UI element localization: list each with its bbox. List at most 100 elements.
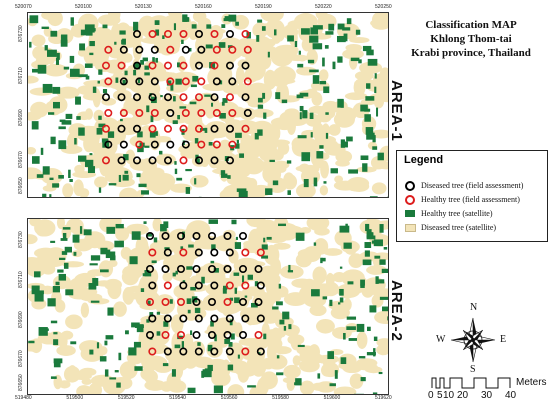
healthy-tree-satellite-patch [69,179,73,182]
diseased-tree-satellite-patch [366,265,387,275]
diseased-tree-satellite-patch [277,141,290,155]
healthy-tree-satellite-patch [373,336,378,341]
healthy-tree-satellite-patch [200,128,207,131]
healthy-tree-satellite-patch [347,281,354,285]
healthy-tree-satellite-patch [189,101,197,105]
healthy-tree-satellite-patch [207,364,213,372]
diseased-tree-satellite-patch [342,48,364,60]
diseased-tree-satellite-patch [333,180,358,191]
healthy-tree-satellite-patch [175,270,178,275]
healthy-tree-satellite-patch [247,385,256,388]
diseased-tree-field-marker [133,156,142,165]
diseased-tree-satellite-patch [125,149,136,165]
healthy-tree-field-marker [243,45,252,54]
healthy-tree-satellite-patch [32,68,42,73]
diseased-tree-field-marker [243,109,252,118]
healthy-tree-satellite-patch [235,236,238,240]
healthy-tree-satellite-patch [334,370,338,379]
diseased-tree-field-marker [192,232,201,241]
healthy-tree-satellite-patch [288,324,292,330]
legend-item-diseased-field: Diseased tree (field assessment) [405,181,523,192]
diseased-tree-satellite-patch [267,123,281,143]
diseased-tree-satellite-patch [167,380,187,393]
healthy-tree-satellite-patch [140,59,145,65]
y-tick-label: 876690 [18,310,24,328]
healthy-tree-field-marker [210,61,219,70]
healthy-tree-satellite-patch [172,272,176,277]
healthy-tree-satellite-patch [128,347,137,356]
healthy-tree-satellite-patch [50,30,58,37]
compass-west: W [436,334,446,345]
healthy-tree-satellite-patch [367,326,371,332]
diseased-tree-satellite-patch [83,80,109,87]
diseased-tree-satellite-patch [256,53,272,70]
healthy-tree-satellite-patch [272,306,279,310]
healthy-tree-satellite-patch [322,57,325,67]
healthy-tree-satellite-patch [234,242,242,249]
diseased-tree-satellite-patch [315,318,335,334]
diseased-tree-satellite-patch [239,307,262,321]
healthy-tree-satellite-patch [50,240,56,243]
diseased-tree-satellite-patch [73,179,84,197]
diseased-tree-satellite-patch [250,355,267,377]
map-area-2[interactable] [27,218,389,395]
healthy-tree-satellite-patch [64,246,72,253]
x-tick-label: 520070 [15,4,32,10]
healthy-tree-satellite-patch [88,282,97,290]
diseased-tree-satellite-patch [342,288,353,299]
diseased-tree-field-marker [195,61,204,70]
healthy-tree-satellite-patch [70,341,77,345]
healthy-tree-satellite-patch [177,62,180,68]
healthy-tree-satellite-patch [202,369,212,378]
diseased-tree-satellite-patch [30,101,49,118]
healthy-tree-satellite-patch [342,141,348,148]
diseased-tree-field-marker [119,45,128,54]
healthy-tree-satellite-patch [258,352,261,355]
diseased-tree-field-marker [192,298,201,307]
healthy-tree-satellite-patch [312,43,323,50]
diseased-tree-field-marker [212,77,221,86]
scale-label-40: 40 [505,390,517,401]
diseased-tree-satellite-patch [335,150,353,163]
healthy-tree-satellite-patch [348,338,357,341]
diseased-tree-satellite-patch [315,13,328,20]
diseased-tree-field-marker [148,93,157,102]
healthy-tree-satellite-patch [266,236,272,240]
diseased-tree-field-marker [241,61,250,70]
healthy-tree-satellite-patch [89,52,94,56]
healthy-tree-satellite-patch [187,387,196,394]
healthy-tree-satellite-patch [173,23,177,31]
healthy-tree-satellite-patch [213,385,223,394]
healthy-tree-field-marker [228,140,237,149]
healthy-tree-satellite-patch [174,168,178,175]
healthy-tree-satellite-patch [186,266,193,270]
diseased-tree-satellite-patch [88,383,103,394]
x-tick-label: 519600 [323,395,341,401]
legend-label: Healthy tree (satellite) [421,209,493,218]
healthy-tree-satellite-patch [247,274,253,280]
healthy-tree-satellite-patch [379,224,384,233]
healthy-tree-satellite-patch [374,86,377,94]
y-tick-label: 876650 [18,374,24,391]
healthy-tree-satellite-patch [156,331,161,336]
diseased-tree-satellite-patch [99,156,110,177]
healthy-tree-satellite-patch [224,338,229,344]
y-tick-label: 876650 [18,177,24,194]
healthy-tree-satellite-patch [228,342,233,347]
map-area-1[interactable] [27,12,389,198]
healthy-tree-satellite-patch [233,272,240,276]
healthy-tree-satellite-patch [378,154,383,157]
diseased-tree-field-marker [150,140,159,149]
healthy-tree-satellite-patch [72,234,80,243]
healthy-tree-satellite-patch [155,57,158,63]
healthy-tree-field-marker [197,77,206,86]
healthy-tree-satellite-patch [59,257,66,260]
diseased-tree-satellite-patch [143,20,157,40]
scale-bar: 0 5 10 20 30 40 Meters [428,374,550,408]
diseased-tree-satellite-patch [308,344,320,360]
healthy-tree-satellite-patch [299,105,304,112]
healthy-tree-satellite-patch [297,344,305,348]
diseased-tree-satellite-patch [139,315,162,338]
diseased-tree-field-marker [164,93,173,102]
diseased-tree-satellite-patch [279,111,300,126]
